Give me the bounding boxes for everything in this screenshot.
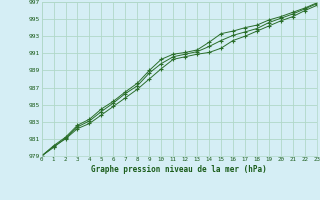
X-axis label: Graphe pression niveau de la mer (hPa): Graphe pression niveau de la mer (hPa) xyxy=(91,165,267,174)
